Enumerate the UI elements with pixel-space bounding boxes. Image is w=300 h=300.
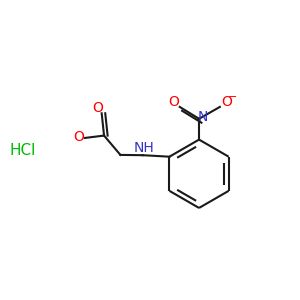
Text: N: N	[197, 110, 208, 124]
Text: O: O	[92, 101, 103, 115]
Text: O: O	[221, 95, 232, 109]
Text: −: −	[228, 92, 237, 102]
Text: O: O	[73, 130, 84, 144]
Text: HCl: HCl	[9, 142, 35, 158]
Text: NH: NH	[134, 141, 154, 155]
Text: O: O	[168, 95, 179, 109]
